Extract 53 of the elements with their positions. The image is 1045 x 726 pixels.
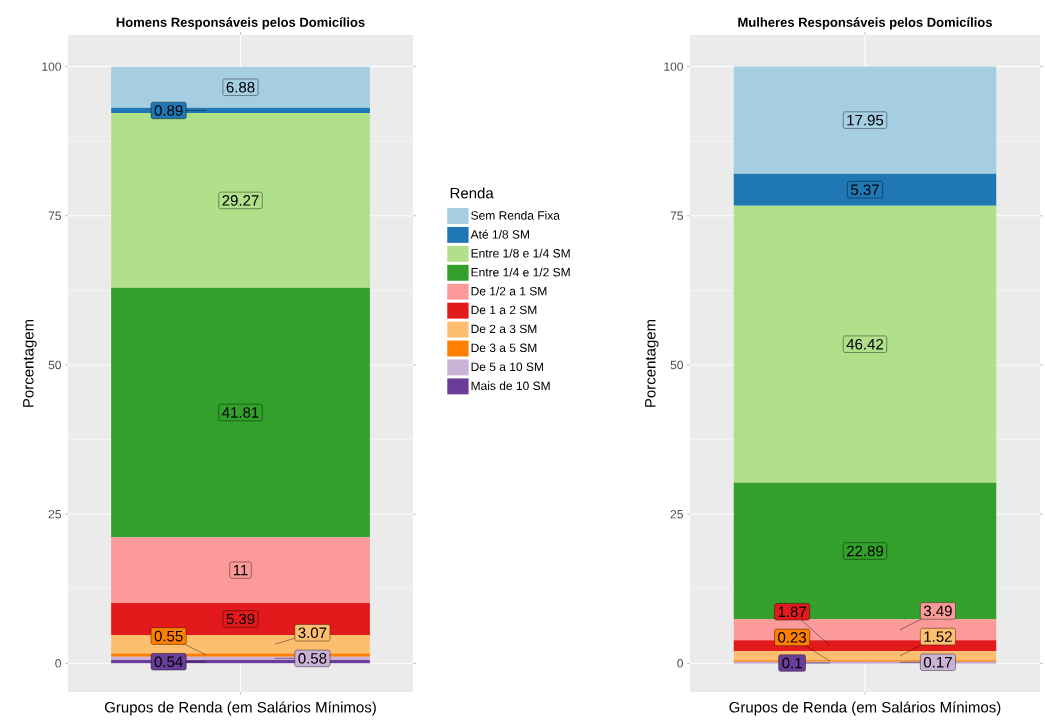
data-label: 0.17 bbox=[923, 656, 952, 668]
legend-label: De 2 a 3 SM bbox=[471, 324, 537, 334]
data-label: 0.55 bbox=[154, 630, 183, 642]
data-label: 1.52 bbox=[924, 631, 952, 642]
legend-label: Mais de 10 SM bbox=[471, 381, 550, 391]
bar bbox=[733, 173, 997, 206]
legend-label: De 1 a 2 SM bbox=[471, 305, 537, 315]
data-label: 0.23 bbox=[778, 632, 807, 643]
y-tick-label: 75 bbox=[48, 211, 61, 220]
legend-label: De 3 a 5 SM bbox=[471, 343, 537, 353]
x-axis-title: Grupos de Renda (em Salários Mínimos) bbox=[104, 701, 376, 716]
data-label: 22.89 bbox=[846, 545, 884, 557]
legend-label: Entre 1/4 e 1/2 SM bbox=[471, 267, 570, 277]
data-label: 17.95 bbox=[847, 114, 884, 126]
legend-label: Até 1/8 SM bbox=[470, 229, 529, 239]
data-label: 6.88 bbox=[226, 81, 255, 93]
data-label: 0.1 bbox=[782, 657, 802, 669]
y-tick-label: 50 bbox=[670, 360, 683, 370]
data-label: 41.81 bbox=[222, 407, 259, 418]
legend-title: Renda bbox=[450, 187, 494, 199]
y-tick-label: 25 bbox=[48, 509, 61, 519]
bar bbox=[733, 482, 997, 620]
data-label: 0.58 bbox=[298, 653, 327, 664]
y-axis-title: Porcentagem bbox=[645, 319, 659, 407]
y-tick-label: 100 bbox=[664, 62, 683, 71]
legend-label: Sem Renda Fixa bbox=[471, 210, 560, 220]
y-tick-label: 25 bbox=[670, 509, 683, 519]
data-label: 3.07 bbox=[298, 627, 327, 639]
data-label: 0.89 bbox=[154, 105, 183, 116]
bar bbox=[733, 66, 997, 174]
bar bbox=[111, 537, 370, 603]
data-label: 11 bbox=[233, 564, 248, 576]
data-label: 29.27 bbox=[222, 195, 259, 206]
x-axis-title: Grupos de Renda (em Salários Mínimos) bbox=[729, 701, 1001, 716]
chart-title: Mulheres Responsáveis pelos Domicílios bbox=[738, 17, 992, 30]
legend-label: Entre 1/8 e 1/4 SM bbox=[471, 248, 570, 258]
legend-label: De 1/2 a 1 SM bbox=[471, 286, 547, 296]
chart-title: Homens Responsáveis pelos Domicílios bbox=[116, 17, 365, 30]
data-label: 3.49 bbox=[923, 605, 952, 617]
y-tick-label: 0 bbox=[55, 659, 62, 668]
bar bbox=[111, 287, 370, 538]
y-tick-label: 100 bbox=[42, 62, 62, 71]
y-axis-title: Porcentagem bbox=[23, 319, 37, 407]
y-tick-label: 75 bbox=[670, 211, 683, 220]
data-label: 5.39 bbox=[226, 613, 255, 625]
y-tick-label: 50 bbox=[48, 360, 62, 370]
bar bbox=[733, 205, 997, 483]
y-tick-label: 0 bbox=[677, 659, 684, 668]
data-label: 5.37 bbox=[851, 184, 879, 195]
legend-label: De 5 a 10 SM bbox=[471, 362, 543, 371]
data-label: 0.54 bbox=[154, 656, 183, 668]
data-label: 1.87 bbox=[778, 606, 806, 618]
data-label: 46.42 bbox=[846, 338, 884, 350]
